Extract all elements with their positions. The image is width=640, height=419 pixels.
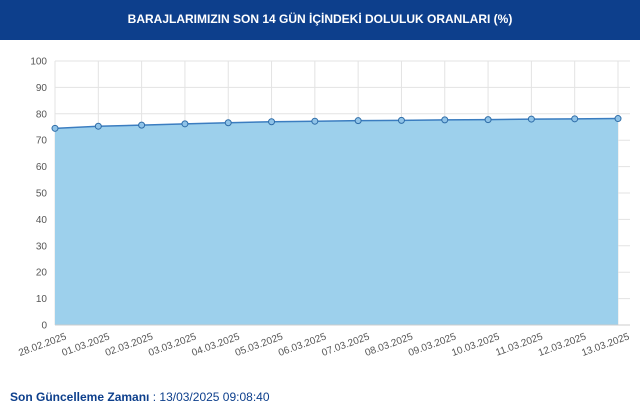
x-tick-label: 07.03.2025 [320, 331, 371, 359]
x-tick-label: 06.03.2025 [277, 331, 328, 359]
chart: 0 10 20 30 40 50 60 70 80 90 100 28.02.202501.03.20… [17, 57, 631, 359]
x-tick-label: 02.03.2025 [104, 331, 155, 359]
point [181, 120, 189, 128]
y-tick-label: 70 [36, 136, 48, 147]
y-tick-label: 60 [36, 162, 48, 173]
x-tick-label: 08.03.2025 [364, 331, 415, 359]
x-tick-label: 03.03.2025 [147, 331, 198, 359]
point [138, 121, 146, 129]
point [94, 122, 102, 130]
x-tick-label: 05.03.2025 [234, 331, 285, 359]
point [484, 116, 492, 124]
y-tick-label: 40 [36, 215, 48, 226]
x-tick-label: 13.03.2025 [580, 331, 631, 359]
point [268, 118, 276, 126]
line [54, 117, 619, 130]
x-tick-label: 28.02.2025 [17, 331, 68, 359]
point [224, 119, 232, 127]
x-tick-label: 10.03.2025 [450, 331, 501, 359]
x-tick-label: 01.03.2025 [61, 331, 112, 359]
footer-label: Son Güncelleme Zamanı [10, 390, 150, 404]
x-tick-label: 11.03.2025 [494, 331, 545, 358]
area [55, 118, 618, 325]
y-tick-label: 10 [36, 294, 48, 305]
x-tick-label: 04.03.2025 [190, 331, 241, 359]
footer: Son Güncelleme Zamanı : 13/03/2025 09:08… [10, 390, 270, 404]
point [51, 124, 59, 132]
y-tick-label: 100 [30, 57, 47, 68]
footer-separator: : [152, 390, 157, 404]
y-tick-label: 80 [36, 109, 48, 120]
point [571, 115, 579, 123]
y-tick-label: 20 [36, 268, 48, 279]
y-tick-label: 0 [41, 321, 47, 332]
point [441, 116, 449, 124]
point [397, 116, 405, 124]
point [527, 115, 535, 123]
y-tick-label: 90 [36, 83, 48, 94]
point [614, 115, 622, 123]
x-tick-label: 09.03.2025 [407, 331, 458, 359]
chart-title: BARAJLARIMIZIN SON 14 GÜN İÇİNDEKİ DOLUL… [0, 0, 640, 40]
footer-value: 13/03/2025 09:08:40 [159, 390, 270, 404]
y-tick-label: 50 [36, 189, 48, 200]
point [311, 117, 319, 125]
y-tick-label: 30 [36, 241, 48, 252]
x-tick-label: 12.03.2025 [537, 331, 588, 359]
point [354, 117, 362, 125]
